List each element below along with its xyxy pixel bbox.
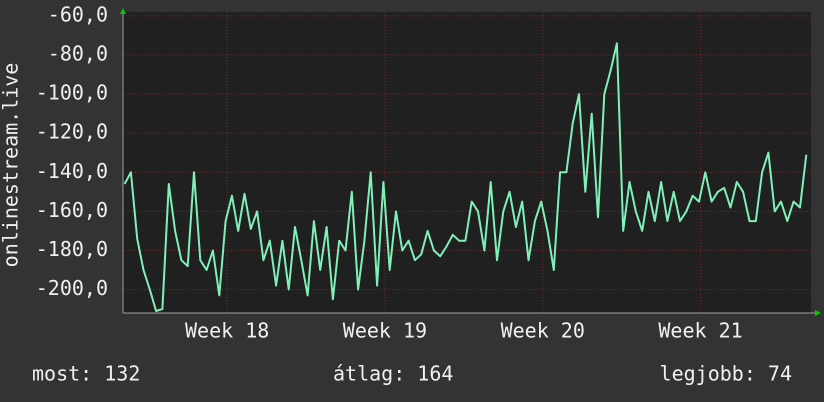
footer-best: legjobb: 74 [660,362,792,386]
y-tick-label: -140,0 [36,159,108,183]
plot-layer [123,12,811,313]
y-tick-label: -100,0 [36,81,108,105]
footer-average: átlag: 164 [333,362,453,386]
x-tick-label: Week 18 [185,319,269,343]
axis-arrow [815,310,821,316]
plot-area [123,12,811,313]
x-tick-label: Week 21 [658,319,742,343]
x-tick-label: Week 19 [343,319,427,343]
y-tick-label: -200,0 [36,276,108,300]
y-tick-label: -180,0 [36,237,108,261]
data-line [123,42,808,312]
axis-arrow [120,8,126,14]
y-axis-label: onlinestream.live [0,63,23,268]
y-tick-label: -160,0 [36,198,108,222]
x-tick-label: Week 20 [501,319,585,343]
footer-current: most: 132 [32,362,140,386]
y-tick-label: -80,0 [48,42,108,66]
y-tick-label: -60,0 [48,2,108,26]
y-tick-label: -120,0 [36,120,108,144]
